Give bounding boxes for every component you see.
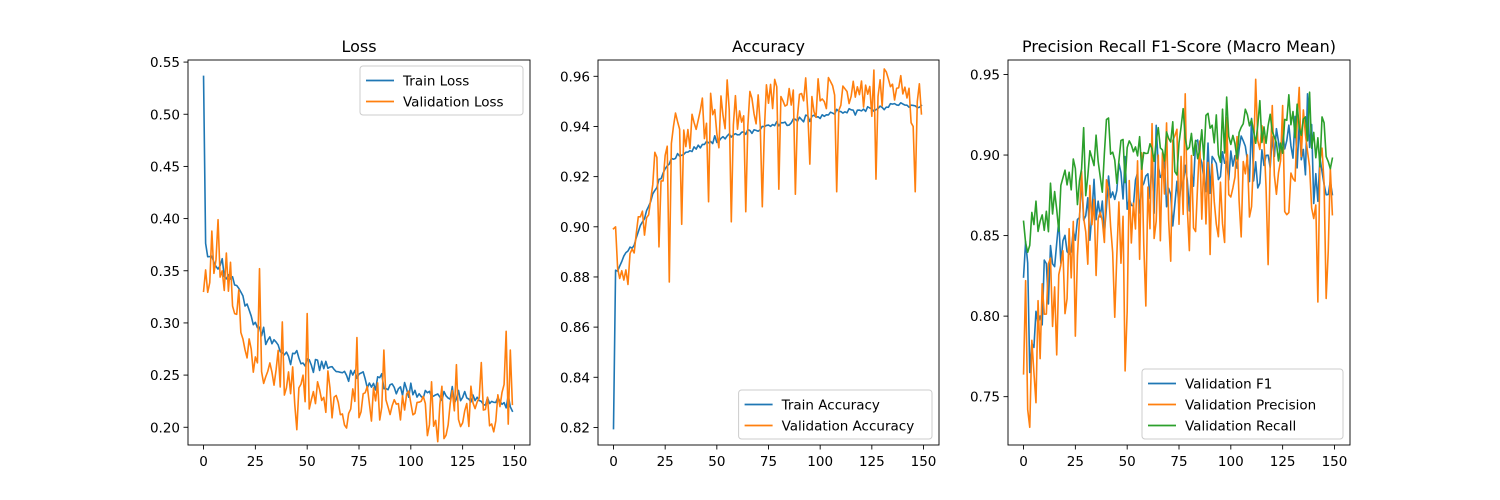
x-tick-label: 150 (911, 454, 937, 470)
legend-label: Validation Accuracy (782, 419, 915, 435)
legend: Train Loss Validation Loss (359, 65, 524, 116)
series-line-2 (612, 68, 923, 286)
series-line-2 (202, 218, 514, 443)
chart-title: Precision Recall F1-Score (Macro Mean) (1022, 37, 1336, 56)
x-tick-label: 125 (1270, 454, 1296, 470)
x-tick-label: 75 (1170, 454, 1187, 470)
chart-title: Accuracy (732, 37, 805, 56)
y-tick-label: 0.40 (150, 212, 180, 228)
x-tick-label: 50 (1119, 454, 1136, 470)
x-tick-label: 150 (1322, 454, 1348, 470)
axes-frame (597, 59, 940, 446)
x-tick-label: 100 (398, 454, 424, 470)
y-tick-label: 0.25 (150, 368, 180, 384)
series-line-2 (1022, 78, 1334, 429)
y-tick-label: 0.94 (560, 119, 590, 135)
y-tick-label: 0.95 (970, 67, 1000, 83)
x-tick-label: 100 (807, 454, 833, 470)
x-tick-label: 25 (1067, 454, 1084, 470)
y-tick-label: 0.92 (560, 170, 590, 186)
x-tick-label: 100 (1218, 454, 1244, 470)
x-tick-label: 50 (299, 454, 316, 470)
y-tick-label: 0.96 (560, 69, 590, 85)
chart-title: Loss (341, 37, 376, 56)
y-tick-label: 0.86 (560, 320, 590, 336)
y-tick-label: 0.88 (560, 270, 590, 286)
x-tick-label: 125 (450, 454, 476, 470)
y-tick-label: 0.85 (970, 229, 1000, 245)
x-tick-label: 125 (859, 454, 885, 470)
legend-box (1141, 368, 1344, 440)
x-tick-label: 25 (657, 454, 674, 470)
chart-panel-2: 0 25 50 75 100 125 150 0.82 0.84 0.86 0.88 0.90 0.92… (560, 37, 940, 470)
y-tick-label: 0.80 (970, 309, 1000, 325)
legend-label: Validation F1 (1185, 377, 1272, 393)
x-tick-label: 50 (708, 454, 725, 470)
y-tick-label: 0.50 (150, 107, 180, 123)
x-tick-label: 75 (760, 454, 777, 470)
y-tick-label: 0.84 (560, 370, 590, 386)
series-group (202, 75, 514, 443)
y-tick-label: 0.55 (150, 55, 180, 71)
legend: Validation F1 Validation Precision Validat… (1141, 368, 1344, 440)
legend-label: Train Accuracy (781, 398, 880, 414)
series-line-3 (1022, 91, 1334, 254)
x-tick-label: 0 (609, 454, 618, 470)
y-tick-label: 0.20 (150, 420, 180, 436)
y-tick-label: 0.82 (560, 420, 590, 436)
series-group (612, 68, 923, 430)
y-tick-label: 0.35 (150, 264, 180, 280)
x-tick-label: 25 (247, 454, 264, 470)
x-tick-label: 75 (350, 454, 367, 470)
x-tick-label: 0 (1019, 454, 1028, 470)
y-tick-label: 0.90 (560, 220, 590, 236)
chart-panel-3: 0 25 50 75 100 125 150 0.75 0.80 0.85 0.90 0.95 Prec… (970, 37, 1351, 470)
legend-box (738, 389, 933, 440)
chart-panel-1: 0 25 50 75 100 125 150 0.20 0.25 0.30 0.35 0.40 0.45… (150, 37, 531, 470)
series-group (1022, 78, 1334, 429)
legend-label: Validation Recall (1185, 419, 1296, 435)
legend-label: Validation Loss (403, 95, 504, 111)
legend-label: Train Loss (402, 74, 469, 90)
legend: Train Accuracy Validation Accuracy (738, 389, 933, 440)
y-tick-label: 0.75 (970, 390, 1000, 406)
y-tick-label: 0.90 (970, 148, 1000, 164)
x-tick-label: 0 (199, 454, 208, 470)
x-tick-label: 150 (502, 454, 528, 470)
y-tick-label: 0.45 (150, 159, 180, 175)
legend-box (359, 65, 524, 116)
y-tick-label: 0.30 (150, 316, 180, 332)
legend-label: Validation Precision (1185, 398, 1316, 414)
